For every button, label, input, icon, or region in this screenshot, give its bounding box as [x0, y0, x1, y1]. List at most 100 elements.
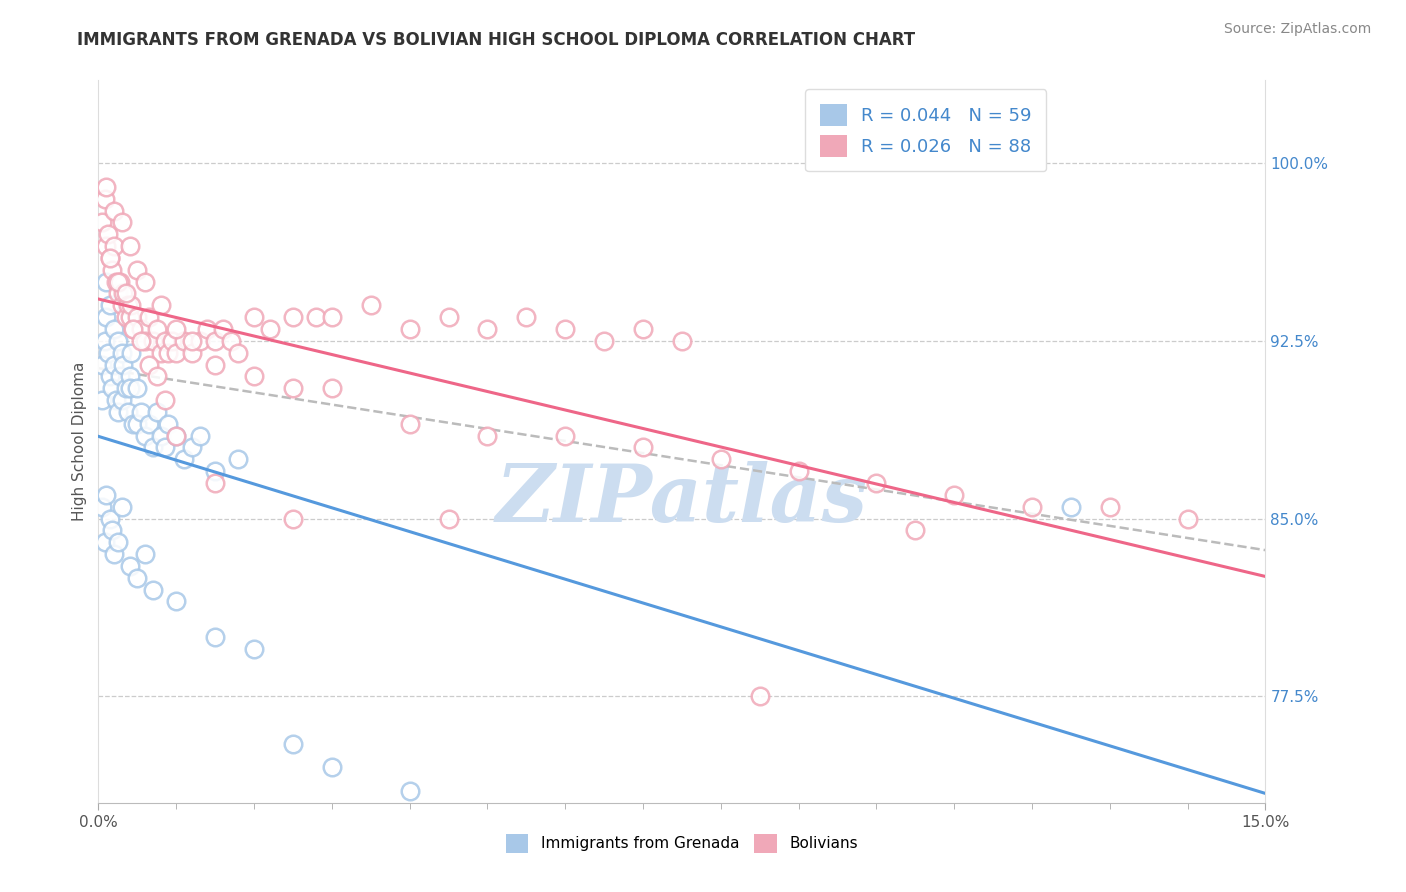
- Point: [91, 215, 114, 229]
- Point: [91, 500, 114, 514]
- Point: [91, 393, 114, 408]
- Point: [101, 381, 124, 395]
- Point: [118, 381, 141, 395]
- Point: [671, 334, 693, 348]
- Point: [243, 641, 266, 656]
- Point: [103, 239, 125, 253]
- Point: [188, 428, 211, 442]
- Point: [96, 310, 118, 325]
- Point: [149, 345, 172, 359]
- Point: [138, 310, 160, 325]
- Point: [98, 511, 121, 525]
- Point: [112, 286, 135, 301]
- Point: [134, 334, 156, 348]
- Point: [98, 251, 121, 265]
- Point: [107, 405, 129, 419]
- Point: [1177, 511, 1199, 525]
- Point: [97, 345, 120, 359]
- Point: [101, 524, 124, 538]
- Point: [114, 310, 136, 325]
- Point: [111, 215, 134, 229]
- Point: [104, 275, 127, 289]
- Point: [107, 334, 129, 348]
- Point: [219, 334, 242, 348]
- Point: [103, 203, 125, 218]
- Point: [243, 369, 266, 384]
- Point: [554, 428, 576, 442]
- Point: [165, 428, 187, 442]
- Point: [204, 334, 226, 348]
- Point: [228, 452, 250, 467]
- Point: [1021, 500, 1043, 514]
- Point: [127, 417, 149, 431]
- Point: [108, 275, 131, 289]
- Point: [118, 369, 141, 384]
- Point: [111, 393, 134, 408]
- Point: [281, 381, 304, 395]
- Point: [120, 345, 142, 359]
- Point: [195, 322, 218, 336]
- Point: [93, 535, 115, 549]
- Point: [321, 381, 343, 395]
- Point: [204, 630, 226, 644]
- Point: [111, 298, 134, 312]
- Point: [108, 369, 131, 384]
- Point: [321, 760, 343, 774]
- Point: [165, 428, 187, 442]
- Point: [153, 393, 176, 408]
- Point: [104, 393, 127, 408]
- Point: [149, 428, 172, 442]
- Point: [117, 405, 139, 419]
- Point: [96, 239, 118, 253]
- Point: [118, 310, 141, 325]
- Point: [631, 322, 654, 336]
- Point: [437, 511, 460, 525]
- Point: [142, 334, 165, 348]
- Point: [93, 334, 115, 348]
- Point: [134, 275, 156, 289]
- Point: [165, 322, 187, 336]
- Point: [173, 452, 195, 467]
- Point: [243, 310, 266, 325]
- Point: [114, 286, 136, 301]
- Point: [305, 310, 328, 325]
- Point: [138, 417, 160, 431]
- Point: [259, 322, 281, 336]
- Point: [162, 334, 184, 348]
- Point: [149, 298, 172, 312]
- Point: [96, 180, 118, 194]
- Point: [118, 558, 141, 573]
- Point: [173, 334, 195, 348]
- Point: [1060, 500, 1083, 514]
- Point: [98, 251, 121, 265]
- Point: [437, 310, 460, 325]
- Point: [107, 286, 129, 301]
- Point: [117, 298, 139, 312]
- Point: [122, 322, 145, 336]
- Point: [204, 464, 226, 478]
- Point: [129, 334, 152, 348]
- Point: [127, 571, 149, 585]
- Point: [107, 275, 129, 289]
- Text: ZIPatlas: ZIPatlas: [496, 460, 868, 538]
- Point: [146, 322, 169, 336]
- Point: [515, 310, 537, 325]
- Point: [129, 405, 152, 419]
- Point: [142, 441, 165, 455]
- Point: [204, 358, 226, 372]
- Point: [165, 345, 187, 359]
- Point: [1098, 500, 1121, 514]
- Point: [360, 298, 382, 312]
- Point: [477, 322, 499, 336]
- Point: [127, 310, 149, 325]
- Point: [138, 358, 160, 372]
- Point: [631, 441, 654, 455]
- Point: [142, 582, 165, 597]
- Point: [281, 511, 304, 525]
- Point: [103, 547, 125, 561]
- Point: [146, 369, 169, 384]
- Point: [98, 298, 121, 312]
- Point: [180, 345, 202, 359]
- Point: [98, 369, 121, 384]
- Point: [710, 452, 733, 467]
